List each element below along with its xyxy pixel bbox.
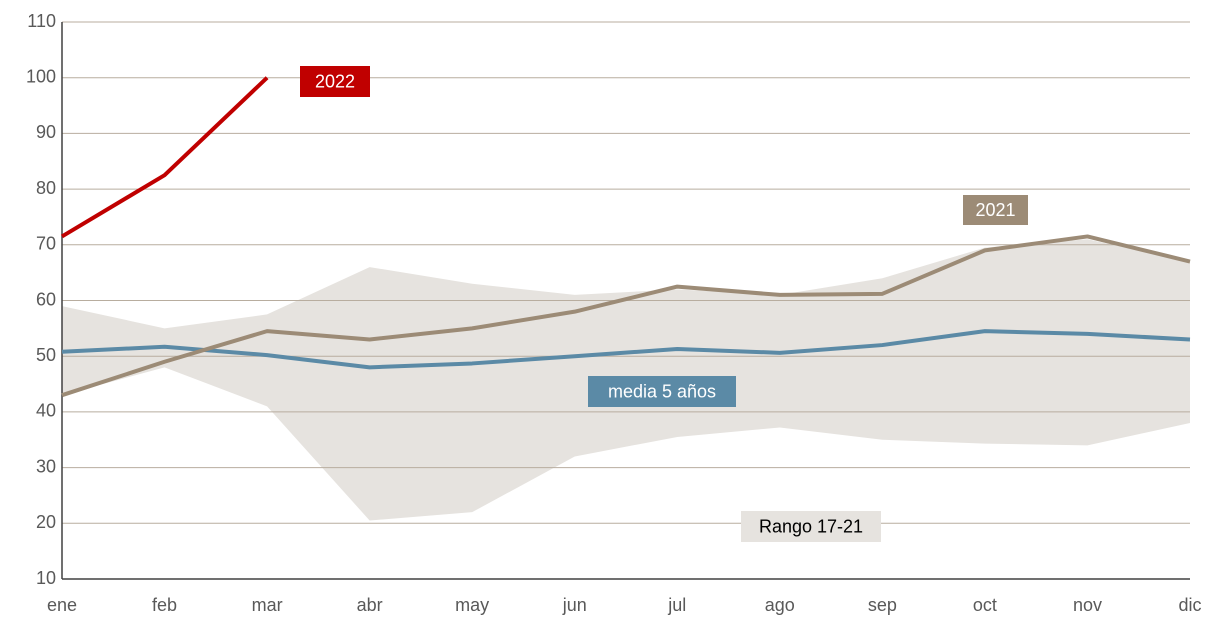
x-tick-label: feb (152, 595, 177, 615)
line (60, 76, 269, 239)
series-label: 2022 (315, 71, 355, 91)
x-tick-label: ene (47, 595, 77, 615)
x-tick-label: sep (868, 595, 897, 615)
y-tick-label: 80 (36, 178, 56, 198)
x-tick-label: oct (973, 595, 997, 615)
y-tick-label: 60 (36, 289, 56, 309)
x-tick-label: nov (1073, 595, 1102, 615)
x-tick-label: mar (252, 595, 283, 615)
x-tick-label: jun (562, 595, 587, 615)
y-tick-label: 10 (36, 568, 56, 588)
label-box (300, 66, 370, 97)
line (61, 329, 1191, 370)
x-tick-label: dic (1178, 595, 1201, 615)
x-tick-label: jul (667, 595, 686, 615)
y-tick-label: 110 (27, 11, 56, 31)
series-label: 2021 (975, 200, 1015, 220)
series-label: Rango 17-21 (759, 516, 863, 536)
y-tick-label: 40 (36, 401, 56, 421)
y-tick-label: 20 (36, 512, 56, 532)
y-tick-label: 30 (36, 456, 56, 476)
series-label: media 5 años (608, 381, 716, 401)
x-tick-label: ago (765, 595, 795, 615)
x-tick-label: abr (357, 595, 383, 615)
y-tick-label: 50 (36, 345, 56, 365)
x-tick-label: may (455, 595, 489, 615)
label-box (963, 195, 1028, 225)
line (61, 234, 1191, 398)
y-tick-label: 90 (36, 122, 56, 142)
label-box (741, 511, 881, 542)
label-box (588, 376, 736, 407)
y-tick-label: 70 (36, 234, 56, 254)
y-tick-label: 100 (26, 66, 56, 86)
